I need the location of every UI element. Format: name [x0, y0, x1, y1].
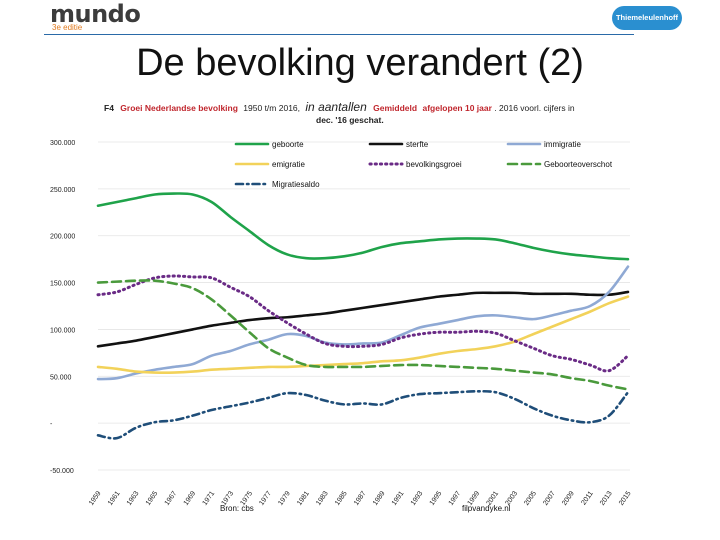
x-tick-label: 1985: [334, 490, 349, 507]
x-axis: 1959 1961 1963 1965 1967 1969 1971 1973 1975 1977…: [88, 490, 633, 507]
x-tick-label: 2009: [561, 490, 576, 507]
caption-part-3: in aantallen: [305, 100, 367, 114]
x-tick-label: 1959: [88, 490, 103, 507]
caption-part-4: Gemiddeld: [373, 103, 417, 113]
x-tick-label: 1995: [429, 490, 444, 507]
x-tick-label: 2005: [523, 490, 538, 507]
x-tick-label: 2013: [599, 490, 614, 507]
x-tick-label: 1989: [372, 490, 387, 507]
x-tick-label: 1977: [258, 490, 273, 507]
caption-figure-id: F4: [104, 103, 114, 113]
series-line-emigratie: [96, 295, 630, 374]
x-tick-label: 2015: [618, 490, 633, 507]
publisher-badge: Thiemeleulenhoff: [612, 6, 682, 30]
legend-label-emigratie: emigratie: [272, 160, 305, 169]
x-tick-label: 1981: [296, 490, 311, 507]
y-tick-label: -50.000: [50, 468, 74, 475]
x-tick-label: 1967: [164, 490, 179, 507]
legend-label-immigratie: immigratie: [544, 140, 581, 149]
caption-part-5: afgelopen 10 jaar: [422, 103, 492, 113]
x-tick-label: 1991: [391, 490, 406, 507]
logo-wordmark: mundo: [50, 0, 141, 28]
y-tick-label: 250.000: [50, 187, 75, 194]
header-divider: [44, 34, 634, 35]
x-tick-label: 1961: [107, 490, 122, 507]
legend-label-bevolkingsgroei: bevolkingsgroei: [406, 160, 462, 169]
legend-label-geboorteoverschot: Geboorteoverschot: [544, 160, 613, 169]
legend-label-migratiesaldo: Migratiesaldo: [272, 180, 320, 189]
y-tick-label: 150.000: [50, 281, 75, 288]
x-tick-label: 1979: [277, 490, 292, 507]
x-tick-label: 1983: [315, 490, 330, 507]
y-tick-label: 300.000: [50, 140, 75, 147]
caption-part-2: 1950 t/m 2016,: [243, 103, 300, 113]
legend-label-geboorte: geboorte: [272, 140, 304, 149]
series-line-geboorteoverschot: [96, 279, 630, 391]
x-tick-label: 1963: [126, 490, 141, 507]
x-tick-label: 1965: [145, 490, 160, 507]
caption-part-1: Groei Nederlandse bevolking: [120, 103, 238, 113]
x-tick-label: 1971: [202, 490, 217, 507]
logo-edition: 3e editie: [52, 23, 83, 32]
legend-label-sterfte: sterfte: [406, 140, 429, 149]
grid-lines: [98, 141, 630, 471]
slide-title: De bevolking verandert (2): [136, 42, 584, 84]
x-tick-label: 1993: [410, 490, 425, 507]
series-line-migratiesaldo: [96, 389, 630, 440]
series-line-immigratie: [96, 265, 630, 381]
figure-caption: F4 Groei Nederlandse bevolking 1950 t/m …: [104, 100, 575, 114]
x-tick-label: 2011: [580, 490, 594, 506]
y-tick-label: 200.000: [50, 234, 75, 241]
caption-part-6: . 2016 voorl. cijfers in: [494, 103, 575, 113]
series-line-bevolkingsgroei: [96, 274, 630, 373]
caption-part-7: dec. '16 geschat.: [316, 115, 384, 125]
x-tick-label: 1969: [183, 490, 198, 507]
y-tick-label: -: [50, 421, 53, 428]
x-tick-label: 1997: [448, 490, 463, 507]
series-line-geboorte: [96, 192, 630, 261]
legend: geboorte sterfte immigratie emigratie bevolk…: [234, 140, 613, 189]
x-tick-label: 1987: [353, 490, 368, 507]
y-axis: 300.000 250.000 200.000 150.000 100.000 50.00…: [50, 140, 75, 475]
x-tick-label: 2007: [542, 490, 557, 507]
mundo-logo: mundo 3e editie: [50, 0, 141, 32]
series-lines: [96, 192, 630, 440]
website-label: filpvandyke.nl: [462, 504, 511, 513]
series-line-sterfte: [96, 290, 630, 348]
y-tick-label: 50.000: [50, 374, 72, 381]
y-tick-label: 100.000: [50, 327, 75, 334]
source-label: Bron: cbs: [220, 504, 254, 513]
